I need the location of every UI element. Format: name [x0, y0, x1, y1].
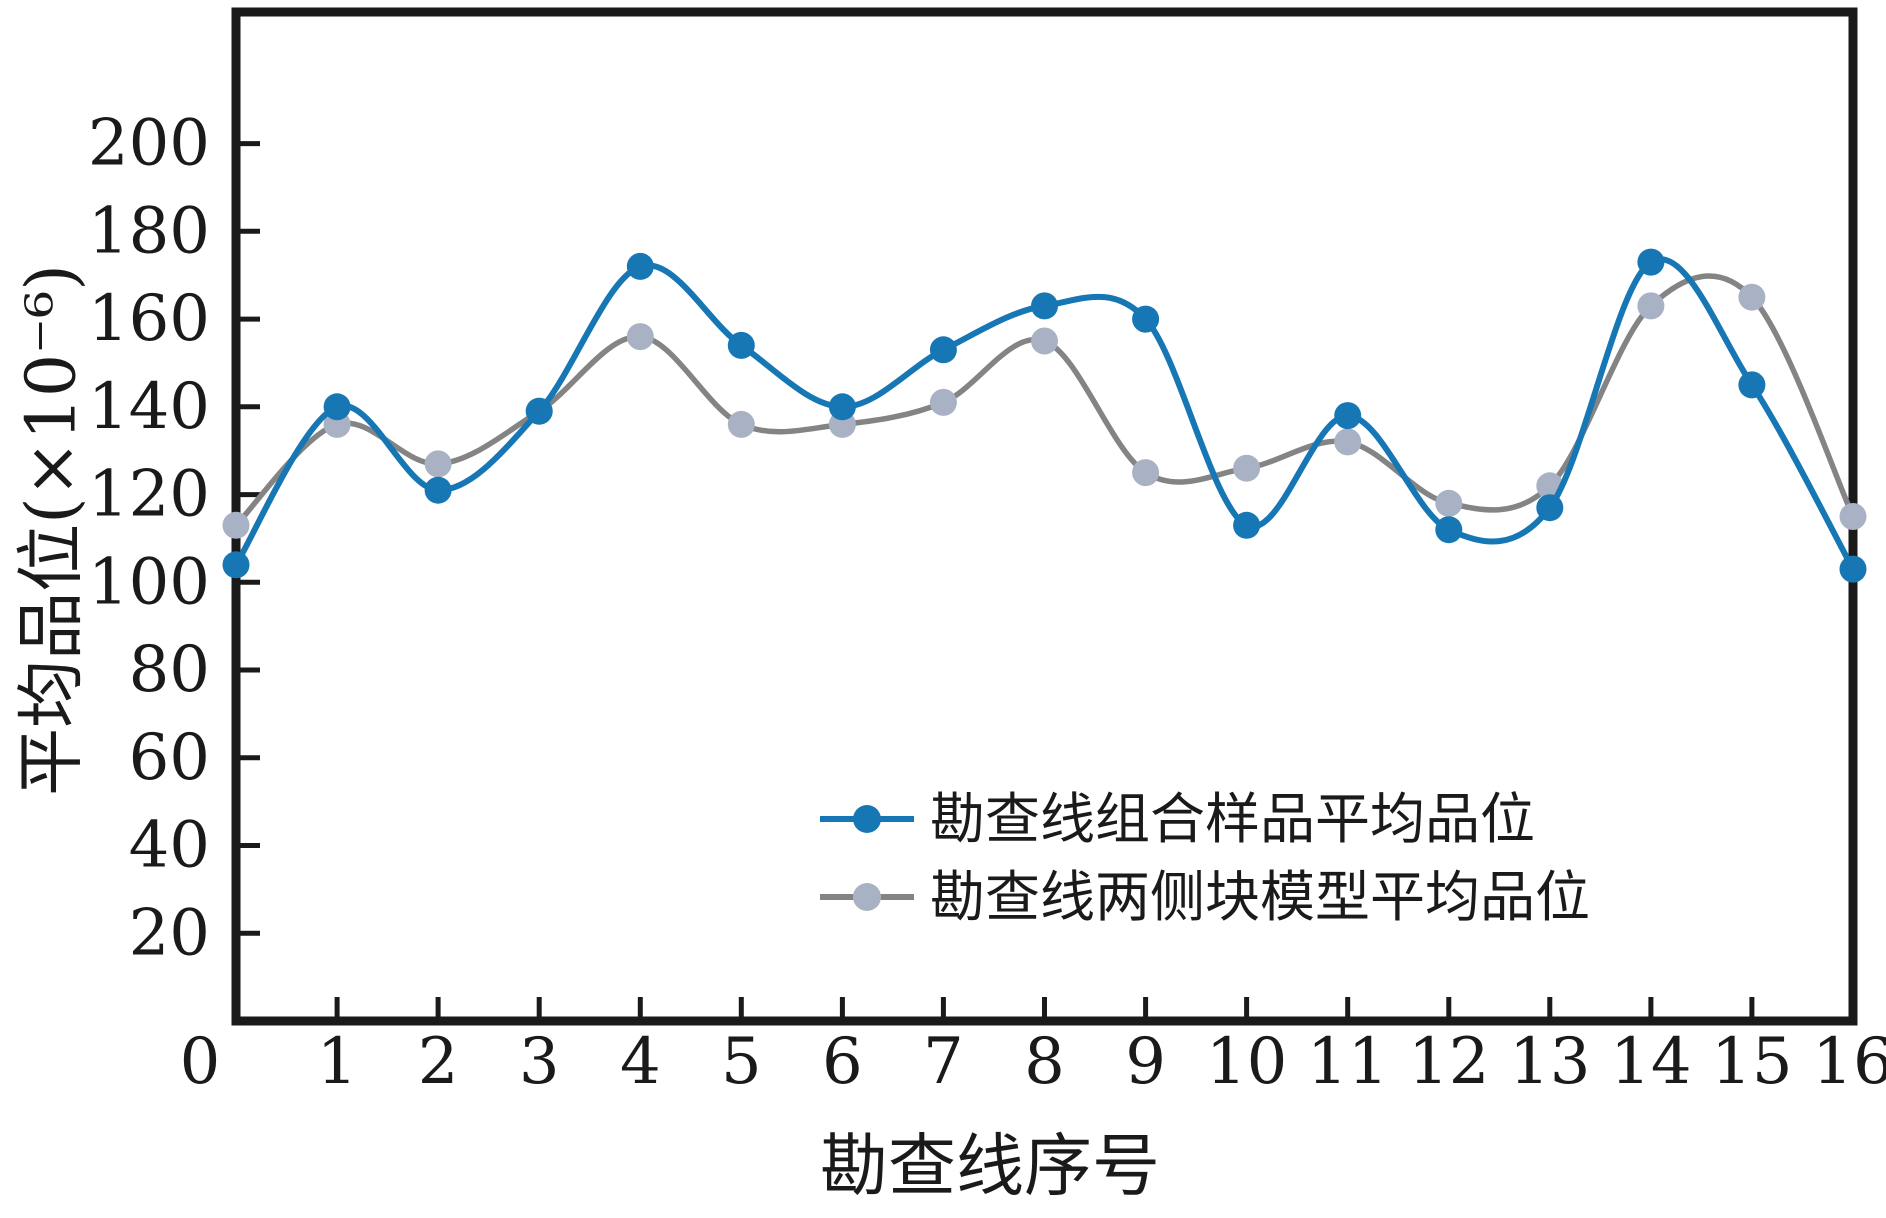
series-marker — [1839, 555, 1867, 583]
x-tick-label: 9 — [1125, 1025, 1166, 1099]
x-tick-label: 3 — [519, 1025, 560, 1099]
legend-label: 勘查线两侧块模型平均品位 — [930, 865, 1590, 929]
series-marker — [1637, 248, 1665, 276]
series-marker — [1839, 503, 1867, 530]
series-marker — [626, 252, 654, 280]
x-tick-label: 16 — [1812, 1025, 1886, 1099]
series-marker — [929, 388, 957, 416]
x-tick-label: 14 — [1610, 1025, 1691, 1099]
series-marker — [828, 393, 856, 421]
legend-item: 勘查线组合样品平均品位 — [820, 787, 1535, 851]
series-marker — [1233, 511, 1261, 539]
series-marker — [1132, 459, 1160, 487]
y-tick-label: 200 — [88, 107, 210, 181]
series-marker — [1334, 402, 1362, 430]
x-tick-label: 5 — [721, 1025, 762, 1099]
series-marker — [1031, 327, 1058, 355]
x-tick-label: 1 — [317, 1025, 358, 1099]
legend-item: 勘查线两侧块模型平均品位 — [820, 865, 1590, 929]
series-marker — [1031, 292, 1058, 320]
series-marker — [1637, 292, 1665, 320]
series-marker — [1435, 516, 1463, 544]
y-tick-label: 40 — [129, 809, 210, 883]
x-tick-label: 7 — [923, 1025, 964, 1099]
series-marker — [626, 323, 654, 351]
series-marker — [222, 551, 250, 579]
series-line — [233, 256, 1856, 573]
x-tick-label: 2 — [418, 1025, 459, 1099]
series-marker — [1738, 283, 1766, 311]
series-marker — [1536, 494, 1564, 522]
y-axis: 20 40 60 80 100 120 140 160 180 200 — [88, 107, 260, 970]
legend-label: 勘查线组合样品平均品位 — [930, 787, 1535, 851]
legend-marker-icon — [853, 883, 881, 911]
x-tick-label: 4 — [620, 1025, 661, 1099]
series-marker — [424, 476, 452, 504]
series-1 — [222, 273, 1867, 539]
y-tick-label: 180 — [88, 194, 210, 268]
x-tick-label: 10 — [1206, 1025, 1287, 1099]
series-marker — [727, 331, 755, 359]
series-marker — [323, 393, 351, 421]
y-tick-label: 60 — [129, 721, 210, 795]
y-tick-label: 20 — [129, 896, 210, 970]
series-marker — [1334, 428, 1362, 456]
series-marker — [727, 410, 755, 438]
x-axis-label: 勘查线序号 — [820, 1128, 1160, 1207]
y-axis-label: 平均品位(×10⁻⁶) — [13, 264, 92, 796]
series-marker — [525, 397, 553, 425]
x-tick-label: 15 — [1711, 1025, 1792, 1099]
series-marker — [1435, 489, 1463, 517]
x-tick-label: 11 — [1307, 1025, 1388, 1099]
y-tick-label: 160 — [88, 282, 210, 356]
legend-marker-icon — [853, 805, 881, 833]
y-tick-label: 120 — [88, 458, 210, 532]
x-axis: 0 1 2 3 4 5 6 7 8 9 10 11 12 13 14 15 16 — [180, 997, 1886, 1099]
series-marker — [1233, 454, 1261, 482]
series-marker — [929, 336, 957, 364]
x-tick-label: 12 — [1408, 1025, 1489, 1099]
x-tick-label: 8 — [1024, 1025, 1065, 1099]
series-marker — [1132, 305, 1160, 333]
series-line — [233, 273, 1856, 529]
x-tick-label: 13 — [1509, 1025, 1590, 1099]
x-tick-label: 0 — [180, 1025, 221, 1099]
y-tick-label: 80 — [129, 633, 210, 707]
y-tick-label: 140 — [88, 370, 210, 444]
series-marker — [1738, 371, 1766, 399]
y-tick-label: 100 — [88, 545, 210, 619]
series-marker — [222, 511, 250, 539]
series-marker — [424, 450, 452, 478]
x-tick-label: 6 — [822, 1025, 863, 1099]
series-0 — [222, 248, 1867, 583]
